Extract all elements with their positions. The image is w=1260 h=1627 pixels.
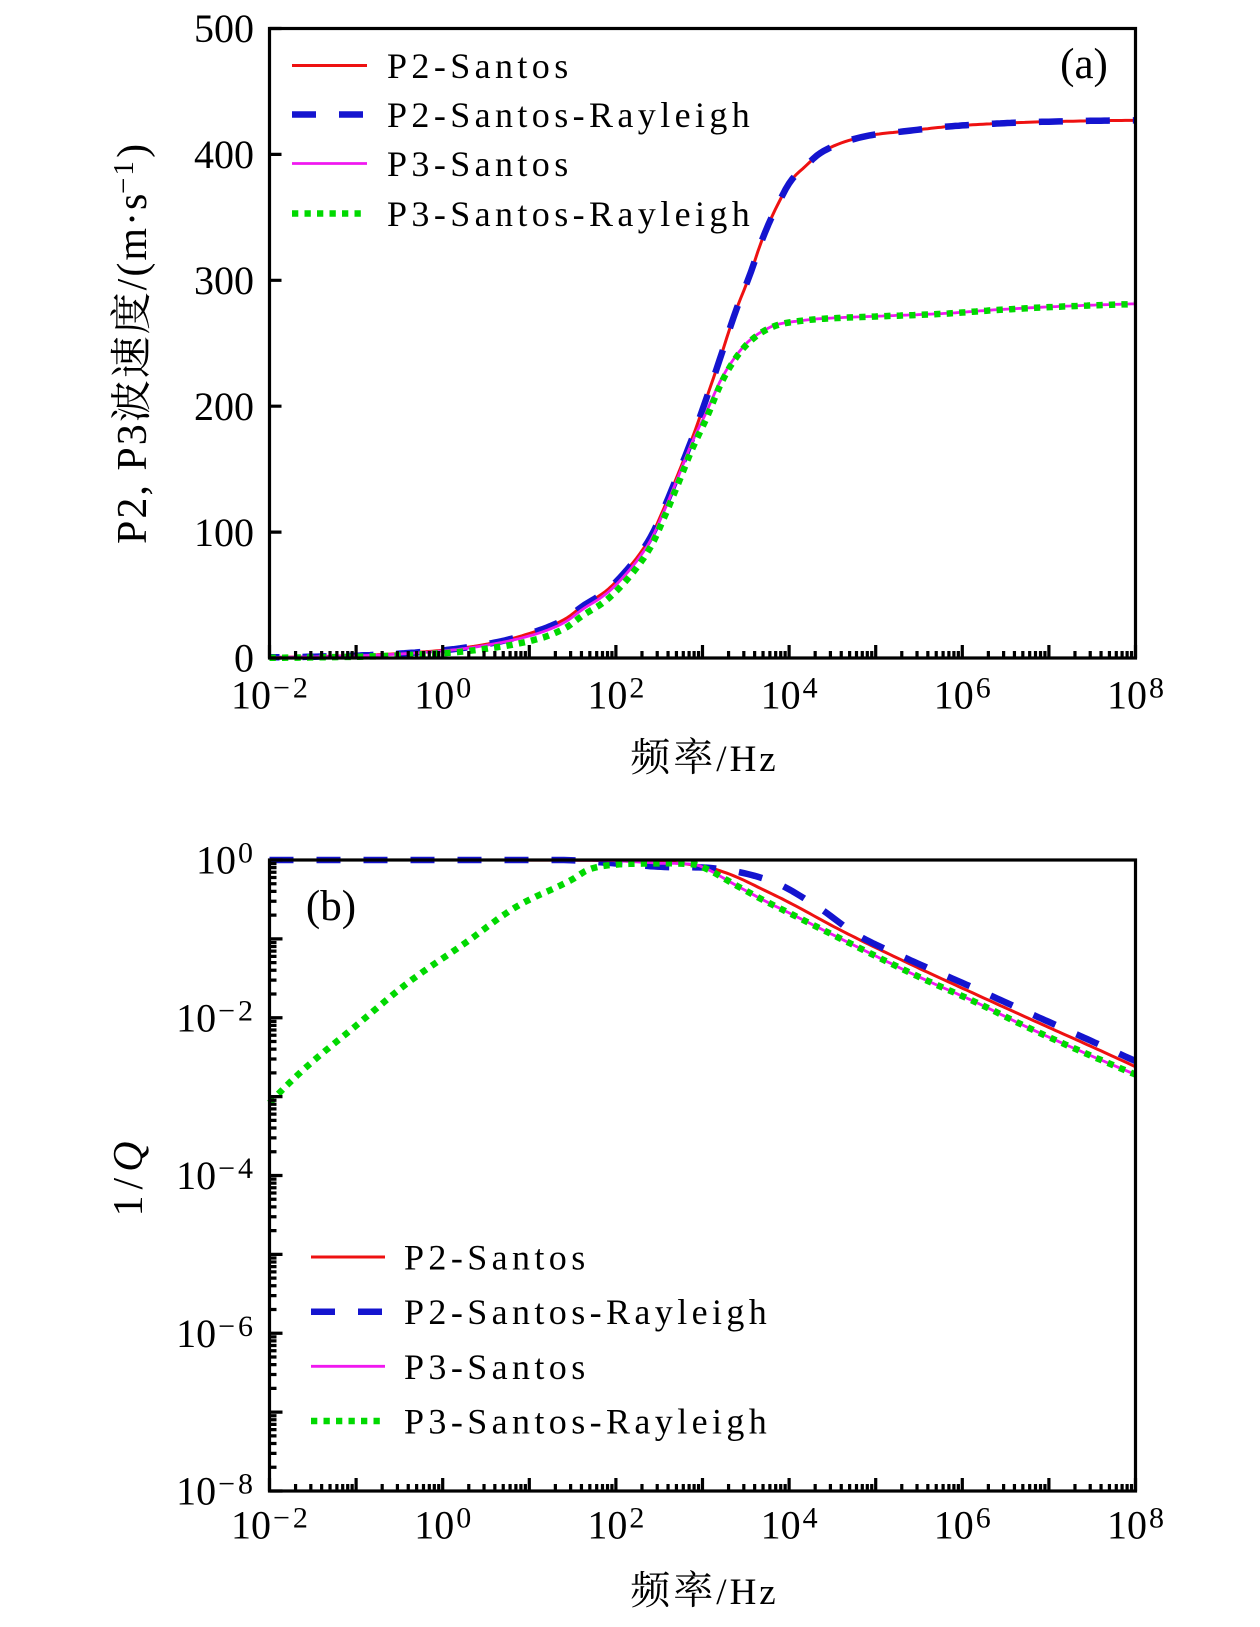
- svg-text:100: 100: [194, 510, 254, 555]
- svg-text:−2: −2: [218, 995, 256, 1028]
- svg-text:4: 4: [803, 1502, 821, 1535]
- svg-text:300: 300: [194, 258, 254, 303]
- svg-text:P2-Santos: P2-Santos: [404, 1238, 590, 1278]
- svg-text:10: 10: [176, 1153, 216, 1198]
- svg-text:500: 500: [194, 6, 254, 51]
- svg-text:−4: −4: [218, 1152, 256, 1185]
- svg-text:−2: −2: [273, 672, 311, 705]
- svg-text:10: 10: [1107, 1503, 1147, 1548]
- svg-text:P3-Santos: P3-Santos: [387, 144, 573, 184]
- svg-text:−2: −2: [273, 1502, 311, 1535]
- svg-text:10: 10: [1107, 673, 1147, 718]
- svg-text:6: 6: [976, 1502, 994, 1535]
- svg-text:1/Q: 1/Q: [106, 1135, 152, 1216]
- svg-text:10: 10: [196, 838, 236, 883]
- svg-text:10: 10: [761, 1503, 801, 1548]
- svg-text:10: 10: [414, 1503, 454, 1548]
- svg-text:400: 400: [194, 132, 254, 177]
- svg-text:P2-Santos-Rayleigh: P2-Santos-Rayleigh: [387, 95, 754, 135]
- svg-text:/Hz: /Hz: [716, 739, 778, 780]
- svg-text:0: 0: [238, 837, 256, 870]
- svg-text:/Hz: /Hz: [716, 1572, 778, 1613]
- svg-text:10: 10: [176, 1469, 216, 1514]
- svg-text:): ): [110, 144, 156, 158]
- svg-text:/(m·s: /(m·s: [110, 192, 156, 291]
- svg-text:10: 10: [176, 1311, 216, 1356]
- svg-text:0: 0: [456, 1502, 474, 1535]
- svg-text:10: 10: [176, 996, 216, 1041]
- svg-text:10: 10: [414, 673, 454, 718]
- svg-text:6: 6: [976, 672, 994, 705]
- svg-text:−1: −1: [108, 159, 140, 194]
- svg-text:2: 2: [629, 672, 647, 705]
- svg-text:10: 10: [761, 673, 801, 718]
- svg-text:10: 10: [231, 673, 271, 718]
- svg-text:P2-Santos-Rayleigh: P2-Santos-Rayleigh: [404, 1292, 771, 1332]
- svg-text:(b): (b): [306, 883, 356, 930]
- svg-text:P2-Santos: P2-Santos: [387, 46, 573, 86]
- svg-text:(a): (a): [1060, 41, 1108, 88]
- svg-text:10: 10: [587, 673, 627, 718]
- svg-text:8: 8: [1149, 1502, 1167, 1535]
- svg-text:2: 2: [629, 1502, 647, 1535]
- svg-text:8: 8: [1149, 672, 1167, 705]
- svg-text:10: 10: [231, 1503, 271, 1548]
- svg-text:200: 200: [194, 384, 254, 429]
- svg-text:P2, P3: P2, P3: [110, 422, 156, 544]
- svg-text:−6: −6: [218, 1310, 256, 1343]
- svg-text:P3-Santos-Rayleigh: P3-Santos-Rayleigh: [404, 1402, 771, 1442]
- svg-text:4: 4: [803, 672, 821, 705]
- svg-text:P3-Santos: P3-Santos: [404, 1347, 590, 1387]
- svg-text:0: 0: [234, 636, 254, 681]
- svg-text:10: 10: [934, 673, 974, 718]
- svg-text:P3-Santos-Rayleigh: P3-Santos-Rayleigh: [387, 194, 754, 234]
- svg-text:−8: −8: [218, 1468, 256, 1501]
- svg-text:10: 10: [587, 1503, 627, 1548]
- svg-text:0: 0: [456, 672, 474, 705]
- svg-text:10: 10: [934, 1503, 974, 1548]
